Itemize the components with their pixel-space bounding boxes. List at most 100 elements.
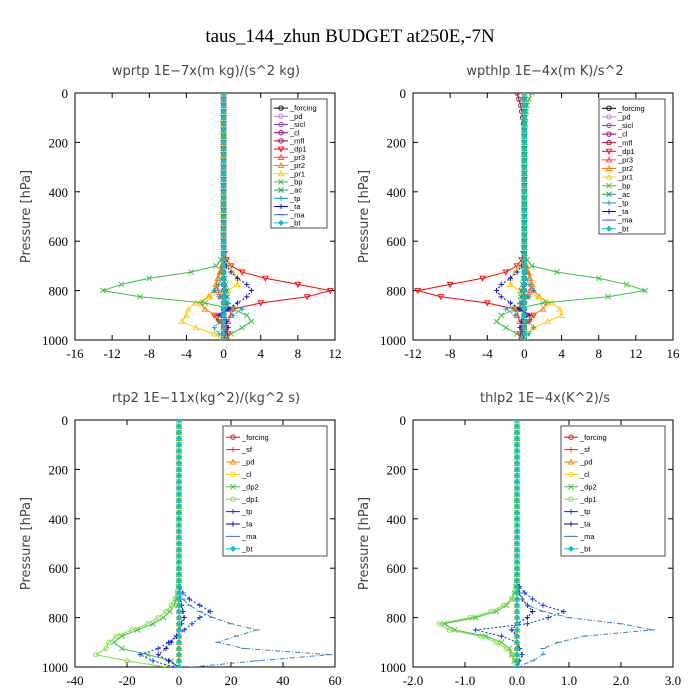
data-point	[175, 663, 183, 667]
plot-area	[93, 420, 333, 667]
data-point	[99, 287, 106, 294]
data-point	[502, 324, 509, 331]
data-point	[175, 497, 183, 504]
data-point	[530, 608, 536, 615]
data-point	[521, 182, 528, 189]
data-point	[106, 639, 112, 645]
data-point	[513, 466, 521, 473]
data-point	[512, 312, 518, 318]
data-point	[220, 312, 227, 319]
legend-marker	[230, 496, 236, 502]
legend-entry: _dp2	[564, 482, 597, 491]
data-point	[175, 521, 183, 528]
x-tick-label: 60	[329, 673, 342, 688]
series-bt	[513, 420, 521, 667]
data-point	[155, 652, 161, 658]
data-point	[513, 663, 521, 667]
legend-marker	[277, 161, 285, 169]
data-point	[623, 281, 630, 288]
legend-marker	[278, 121, 284, 128]
y-tick-label: 200	[387, 462, 407, 477]
data-point	[220, 256, 227, 263]
x-tick-label: 0.0	[509, 673, 525, 688]
y-tick-label: 400	[387, 185, 407, 200]
data-point	[175, 608, 183, 615]
data-point	[521, 93, 528, 96]
data-point	[512, 306, 519, 313]
legend-label: _ma	[617, 216, 633, 225]
legend: _forcing _sf _pd _cl _dp2 _dp1 _tp _ta _ma _bt	[222, 425, 328, 557]
plot-frame	[412, 92, 674, 341]
data-point	[514, 269, 520, 275]
legend-label: _cl	[241, 470, 252, 479]
legend-marker	[606, 200, 612, 206]
legend-label: _dp1	[289, 145, 307, 154]
legend-marker	[606, 114, 612, 120]
data-point	[224, 293, 231, 300]
data-point	[521, 232, 528, 239]
data-point	[522, 590, 528, 596]
data-point	[503, 645, 510, 652]
legend-entry: _dp2	[226, 482, 259, 491]
series-bp	[99, 93, 255, 340]
plot-area	[99, 93, 334, 340]
legend-label: _forcing	[617, 104, 645, 113]
data-point	[197, 615, 203, 621]
data-point	[498, 281, 504, 288]
x-tick-label: 3.0	[665, 673, 681, 688]
data-point	[477, 633, 484, 639]
legend-marker	[277, 170, 285, 177]
y-tick-label: 800	[387, 284, 407, 299]
x-tick-label: 20	[225, 673, 238, 688]
data-point	[220, 207, 227, 214]
data-point	[521, 281, 528, 288]
legend-entry: _bt	[602, 224, 629, 233]
y-axis-label: Pressure [hPa]	[357, 497, 372, 590]
data-point	[175, 429, 183, 436]
data-point	[111, 639, 117, 646]
data-point	[220, 219, 227, 226]
data-point	[501, 602, 507, 608]
legend-marker	[606, 140, 612, 146]
legend-entry: _bp	[602, 181, 631, 190]
legend-entry: _mfl	[274, 137, 305, 146]
legend: _forcing_pd_sicl_cl_mfl_dp1_pr3_pr2_pr1_…	[598, 98, 666, 235]
legend-entry: _pr3	[602, 156, 633, 165]
legend-marker	[277, 153, 285, 160]
data-point	[181, 627, 187, 633]
legend-label: _bt	[289, 219, 301, 228]
legend-entry: _ta	[226, 520, 253, 529]
data-point	[513, 509, 521, 516]
data-point	[513, 565, 521, 572]
chart-panel: wpthlp 1E−4x(m K)/s^2 Pressure [hPa] -12 -8…	[357, 64, 680, 361]
legend-box	[560, 425, 666, 557]
data-point	[513, 460, 521, 467]
legend-marker	[278, 195, 284, 201]
data-point	[521, 213, 528, 220]
data-point	[521, 127, 528, 134]
data-point	[197, 602, 203, 608]
data-point	[493, 318, 500, 325]
legend-entry: _dp1	[226, 495, 259, 504]
legend-entry: _ma	[564, 532, 595, 541]
data-point	[220, 93, 227, 97]
panel-title: rtp2 1E−11x(kg^2)/(kg^2 s)	[112, 391, 300, 406]
data-point	[178, 317, 186, 325]
legend-label: _bt	[241, 544, 253, 553]
legend-entry: _bp	[274, 178, 303, 187]
data-point	[521, 269, 528, 276]
data-point	[513, 491, 521, 498]
data-point	[513, 454, 521, 461]
data-point	[513, 447, 521, 454]
data-point	[175, 546, 183, 553]
legend-entry: _bt	[274, 219, 301, 228]
data-point	[513, 497, 521, 504]
data-point	[220, 120, 227, 127]
data-point	[507, 280, 514, 287]
x-tick-label: -8	[144, 346, 155, 361]
data-point	[513, 608, 521, 615]
y-tick-label: 1000	[380, 333, 406, 348]
data-point	[521, 133, 528, 140]
legend-label: _bt	[617, 224, 629, 233]
data-point	[521, 318, 528, 325]
